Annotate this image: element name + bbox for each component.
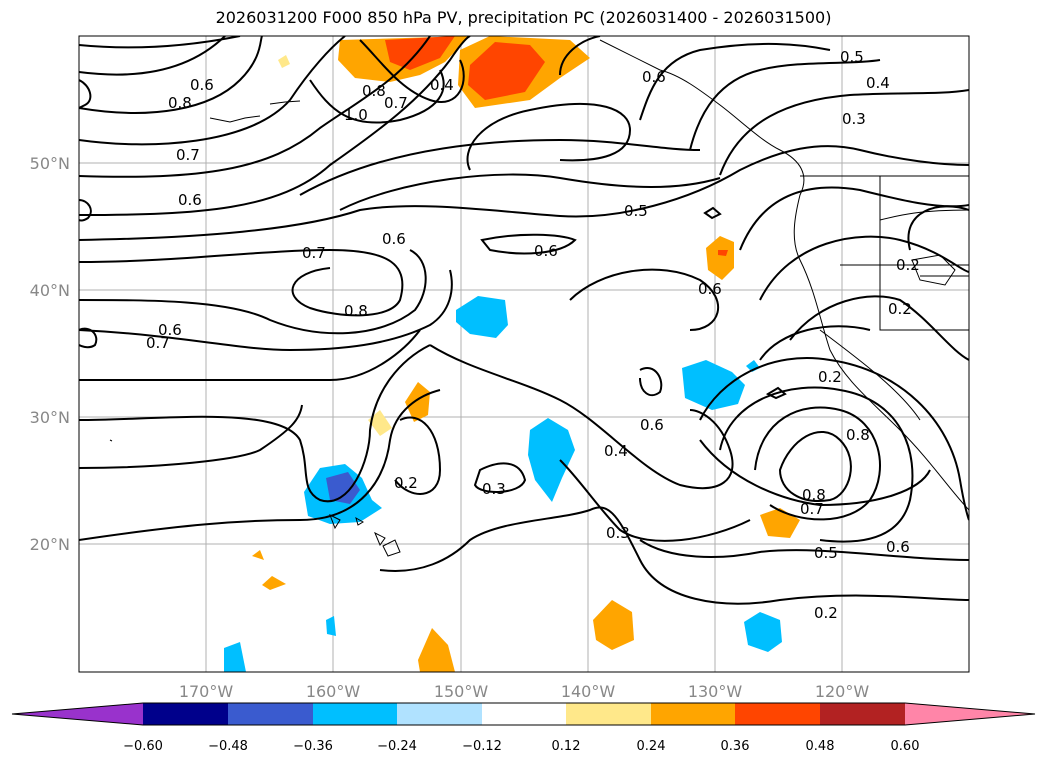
lon-tick-label: 160°W bbox=[306, 682, 361, 701]
contour-label: 0.6 bbox=[640, 416, 664, 434]
precip-positive-area bbox=[368, 410, 392, 436]
precip-positive-area bbox=[706, 236, 734, 280]
colorbar-tick-label: 0.24 bbox=[637, 739, 666, 754]
colorbar-segment bbox=[143, 703, 228, 725]
precip-positive-core bbox=[718, 250, 728, 256]
contour-label: 0.6 bbox=[382, 230, 406, 248]
colorbar-tick-label: 0.36 bbox=[721, 739, 750, 754]
precip-positive-area bbox=[405, 382, 430, 422]
contour-label: 0.7 bbox=[800, 500, 824, 518]
contour-label: 0.5 bbox=[814, 544, 838, 562]
precip-negative-area bbox=[744, 612, 782, 652]
lat-tick-label: 50°N bbox=[30, 154, 70, 173]
colorbar-segment bbox=[735, 703, 820, 725]
contour-label: 0.7 bbox=[384, 94, 408, 112]
contour-label: 0.6 bbox=[886, 538, 910, 556]
contour-label: 0.2 bbox=[394, 474, 418, 492]
lat-tick-label: 30°N bbox=[30, 408, 70, 427]
contour-label: 0.6 bbox=[698, 280, 722, 298]
colorbar-tick-label: −0.60 bbox=[123, 739, 163, 754]
colorbar-segment bbox=[566, 703, 651, 725]
lon-tick-label: 140°W bbox=[561, 682, 616, 701]
colorbar-segment bbox=[820, 703, 905, 725]
contour-label: 0.5 bbox=[624, 202, 648, 220]
contour-label: 0.8 bbox=[802, 486, 826, 504]
contour-label: 0.5 bbox=[840, 48, 864, 66]
contour-label: 0.2 bbox=[818, 368, 842, 386]
lat-tick-label: 40°N bbox=[30, 281, 70, 300]
contour-label: 0.4 bbox=[604, 442, 628, 460]
contour-label: 0.7 bbox=[146, 334, 170, 352]
precip-negative-area bbox=[682, 360, 745, 410]
colorbar-tick-label: −0.12 bbox=[462, 739, 502, 754]
colorbar-extend-low bbox=[12, 703, 143, 725]
contour-label: 0.8 bbox=[344, 302, 368, 320]
contour-label: 0.7 bbox=[302, 244, 326, 262]
precip-positive-area bbox=[252, 550, 264, 560]
precip-positive-area bbox=[418, 628, 455, 672]
colorbar-outline bbox=[11, 702, 1036, 726]
contour-label: 0.2 bbox=[888, 300, 912, 318]
colorbar: −0.60 −0.48 −0.36 −0.24 −0.12 0.12 0.24 … bbox=[11, 702, 1036, 754]
contour-label: 0.3 bbox=[606, 524, 630, 542]
colorbar-segment bbox=[228, 703, 313, 725]
precip-positive-area bbox=[262, 576, 286, 590]
precip-negative-area bbox=[528, 418, 575, 502]
colorbar-tick-label: 0.48 bbox=[806, 739, 835, 754]
contour-label: 0.7 bbox=[176, 146, 200, 164]
colorbar-segment bbox=[482, 703, 566, 725]
contour-label: 0.6 bbox=[178, 191, 202, 209]
contour-label: 0.2 bbox=[896, 256, 920, 274]
lon-tick-label: 170°W bbox=[179, 682, 234, 701]
coastlines bbox=[109, 39, 969, 557]
contour-label: 0.8 bbox=[362, 82, 386, 100]
contour-label: 0.6 bbox=[642, 68, 666, 86]
lon-axis: 170°W 160°W 150°W 140°W 130°W 120°W bbox=[179, 682, 870, 701]
contour-label: 0.2 bbox=[814, 604, 838, 622]
lat-tick-label: 20°N bbox=[30, 535, 70, 554]
colorbar-tick-label: −0.24 bbox=[377, 739, 417, 754]
precip-negative-area bbox=[326, 616, 336, 636]
contour-label: 1.0 bbox=[344, 106, 368, 124]
map-area bbox=[79, 36, 969, 672]
precip-negative-area bbox=[224, 642, 246, 672]
contour-label: 0.3 bbox=[482, 480, 506, 498]
lon-tick-label: 130°W bbox=[688, 682, 743, 701]
contour-label: 0.4 bbox=[866, 74, 890, 92]
colorbar-ticks: −0.60 −0.48 −0.36 −0.24 −0.12 0.12 0.24 … bbox=[123, 739, 919, 754]
contour-labels: 0.8 0.6 0.7 0.6 1.0 0.8 0.7 0.4 0.6 0.7 … bbox=[146, 48, 920, 622]
contour-label: 0.4 bbox=[430, 76, 454, 94]
precip-positive-core bbox=[385, 36, 455, 70]
colorbar-tick-label: −0.48 bbox=[208, 739, 248, 754]
colorbar-tick-label: −0.36 bbox=[293, 739, 333, 754]
precip-negative-area bbox=[456, 296, 508, 338]
colorbar-segment bbox=[313, 703, 397, 725]
pv-contours bbox=[79, 36, 969, 605]
map-title: 2026031200 F000 850 hPa PV, precipitatio… bbox=[215, 8, 832, 27]
colorbar-segment bbox=[651, 703, 735, 725]
colorbar-segment bbox=[397, 703, 482, 725]
precip-positive-area bbox=[278, 55, 290, 68]
contour-label: 0.6 bbox=[534, 242, 558, 260]
contour-label: 0.8 bbox=[846, 426, 870, 444]
precip-negative-core bbox=[326, 472, 360, 504]
contour-label: 0.6 bbox=[190, 76, 214, 94]
map-border bbox=[78, 35, 970, 673]
lon-tick-label: 120°W bbox=[815, 682, 870, 701]
lat-axis: 50°N 40°N 30°N 20°N bbox=[30, 154, 70, 554]
colorbar-tick-label: 0.12 bbox=[552, 739, 581, 754]
colorbar-tick-label: 0.60 bbox=[891, 739, 920, 754]
precip-fills bbox=[224, 36, 800, 672]
contour-label: 0.6 bbox=[158, 321, 182, 339]
contour-label: 0.8 bbox=[168, 94, 192, 112]
precip-positive-core bbox=[468, 42, 545, 100]
colorbar-extend-high bbox=[905, 703, 1035, 725]
lon-tick-label: 150°W bbox=[434, 682, 489, 701]
precip-positive-area bbox=[593, 600, 634, 650]
contour-label: 0.3 bbox=[842, 110, 866, 128]
